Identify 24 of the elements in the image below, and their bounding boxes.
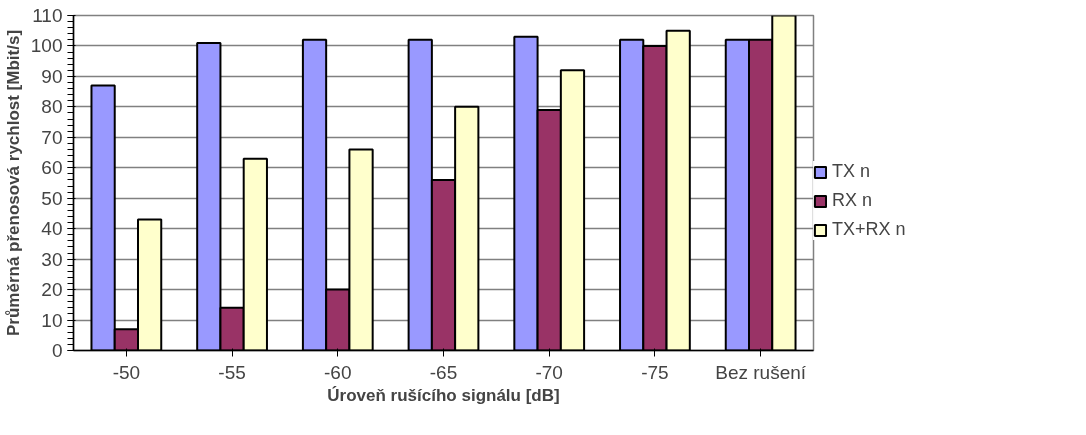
y-tick-label: 40 — [41, 218, 63, 240]
y-tick-label: 70 — [41, 126, 63, 148]
x-tick-label: Bez rušení — [715, 361, 807, 383]
legend-label: RX n — [832, 190, 873, 211]
y-axis-title: Průměrná přenosová rychlost [Mbit/s] — [3, 29, 23, 337]
x-tick-label: -50 — [112, 361, 141, 383]
x-tick-label: -65 — [429, 361, 458, 383]
y-tick-label: 0 — [51, 340, 63, 361]
x-tick-label: -60 — [324, 361, 352, 383]
y-tick-label: 90 — [41, 65, 63, 87]
y-tick-label: 20 — [41, 279, 63, 301]
x-tick-label: -55 — [218, 361, 246, 383]
y-tick-label: 10 — [41, 309, 63, 331]
legend-label: TX n — [832, 161, 871, 182]
y-tick-label: 80 — [41, 96, 63, 118]
y-tick-label: 60 — [41, 157, 63, 179]
y-tick-label: 50 — [41, 187, 63, 209]
y-tick-label: 30 — [41, 248, 63, 270]
x-tick-label: -70 — [535, 361, 563, 383]
y-tick-label: 100 — [30, 35, 63, 57]
x-tick-label: -75 — [641, 361, 669, 383]
legend-label: TX+RX n — [832, 219, 906, 240]
y-tick-label: 110 — [32, 5, 63, 26]
x-axis-title: Úroveň rušícího signálu [dB] — [327, 385, 560, 405]
